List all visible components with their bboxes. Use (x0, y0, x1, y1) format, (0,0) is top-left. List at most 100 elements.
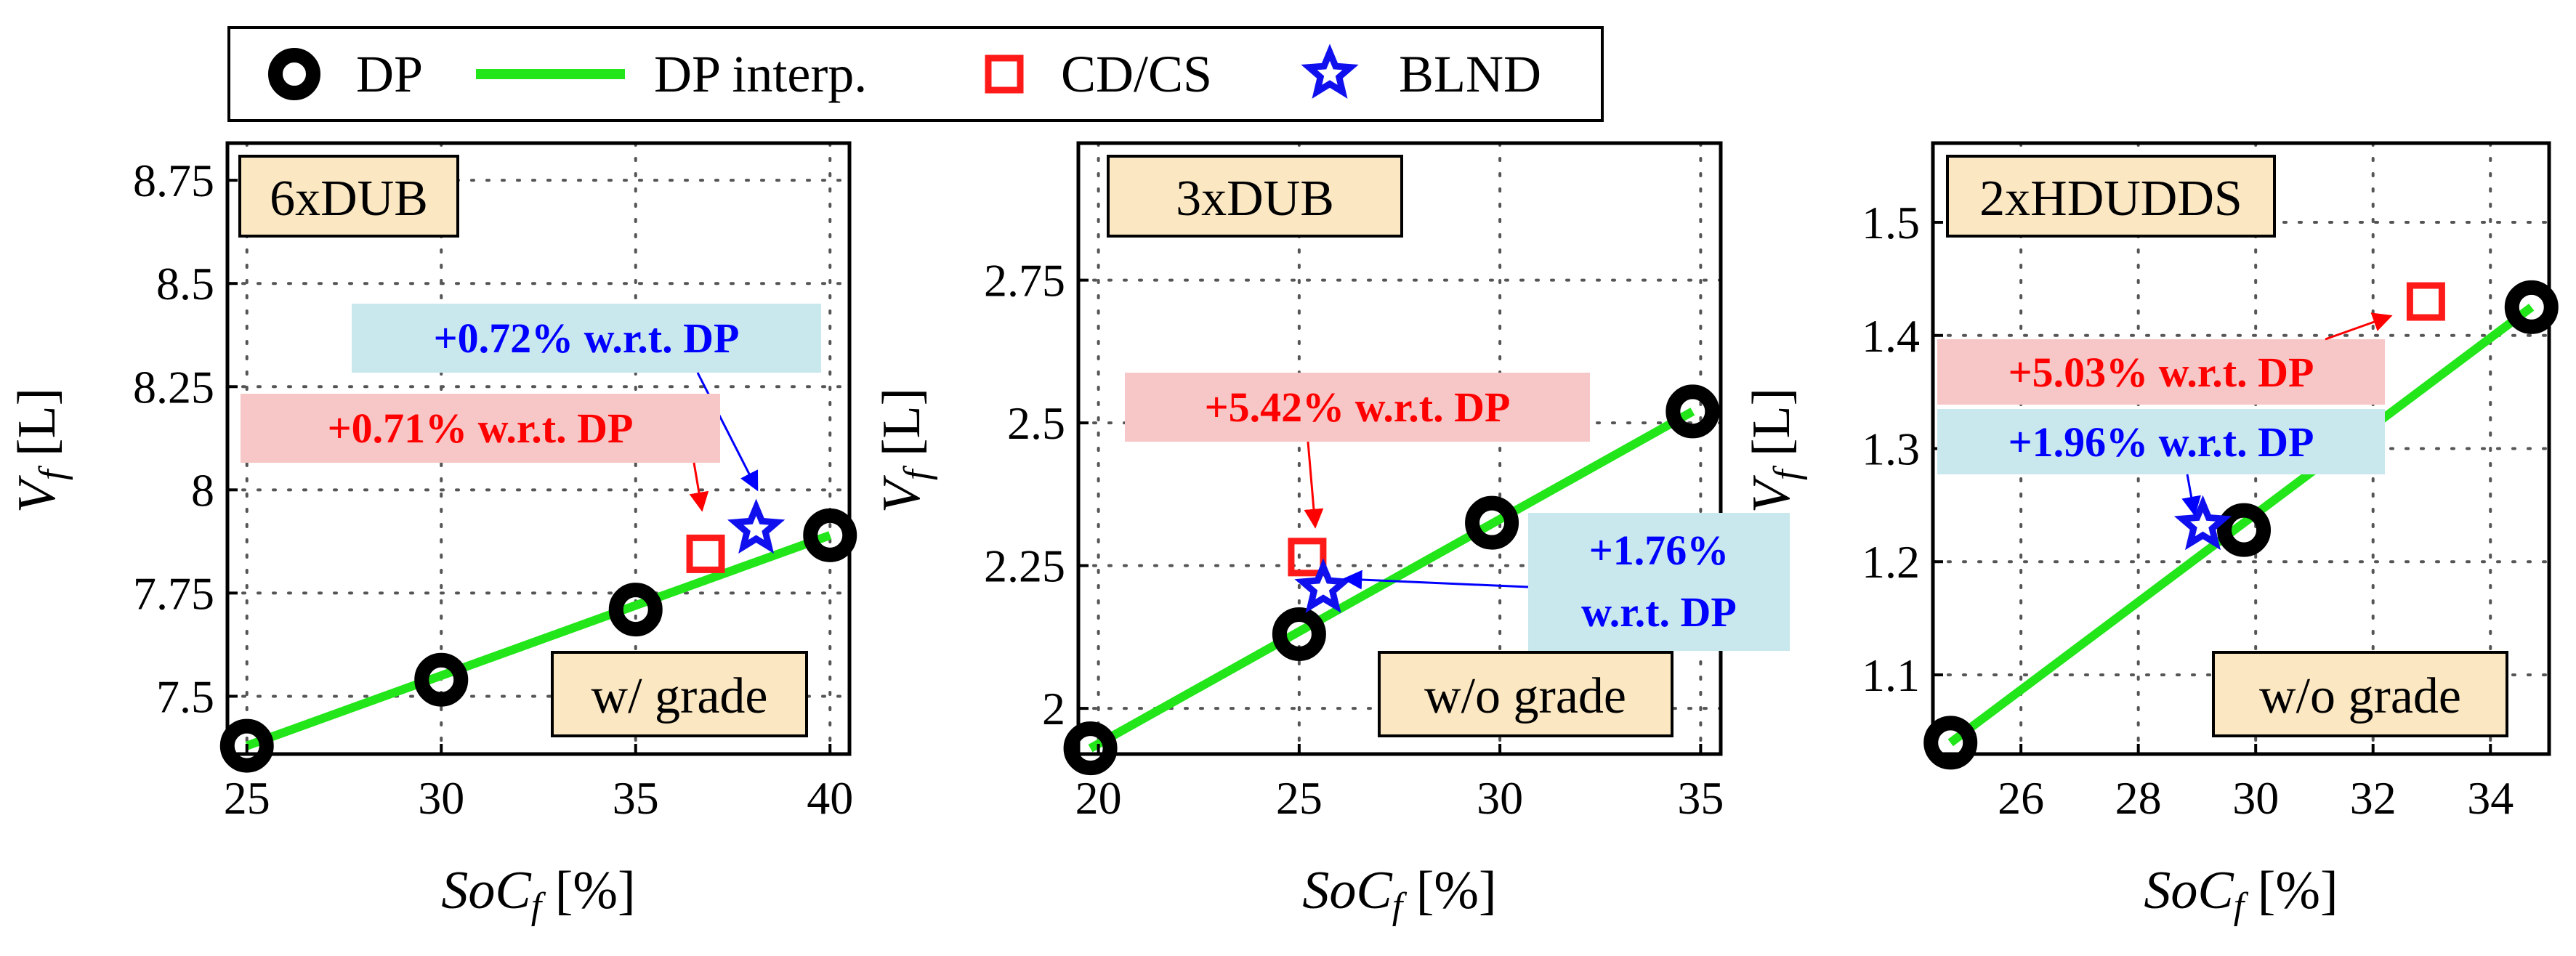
condition-tag-box (551, 651, 808, 737)
x-tick-label: 28 (2115, 772, 2162, 824)
cdcs-annotation: +0.71% w.r.t. DP (328, 405, 634, 452)
cdcs-marker (686, 534, 725, 573)
panel-title: 3xDUB (1176, 171, 1334, 227)
y-axis-label: Vf [L] (1742, 388, 1808, 514)
legend-cdcs-label: CD/CS (1061, 45, 1212, 103)
x-tick-label: 25 (224, 772, 270, 824)
x-tick-label: 35 (613, 772, 659, 824)
x-tick-label: 30 (1477, 772, 1523, 824)
axes-frame (225, 141, 852, 756)
cdcs-annotation-box (1937, 339, 2385, 405)
x-tick-label: 25 (1276, 772, 1323, 824)
blnd-marker (1294, 558, 1352, 613)
dp-point (1063, 721, 1118, 776)
blnd-arrow (696, 372, 759, 492)
dp-point (608, 583, 663, 637)
blnd-annotation-box (352, 304, 821, 373)
legend: DP DP interp. CD/CS BLND (227, 26, 1604, 122)
cdcs-annotation: +5.42% w.r.t. DP (1205, 384, 1511, 431)
y-tick-label: 2.25 (984, 540, 1065, 592)
cdcs-annotation-box (1125, 373, 1590, 442)
blnd-annotation-line2: w.r.t. DP (1581, 588, 1737, 636)
y-tick-label: 2 (1042, 683, 1065, 734)
y-axis-label: Vf [L] (872, 388, 938, 514)
blnd-annotation-box (1937, 409, 2385, 474)
legend-dp-marker (268, 48, 320, 100)
cdcs-marker (1288, 538, 1327, 577)
x-tick-label: 30 (2232, 772, 2279, 824)
title-tag-box (238, 155, 459, 238)
dp-point (1272, 607, 1326, 661)
y-tick-label: 8.75 (133, 155, 214, 206)
cdcs-annotation-box (241, 394, 720, 463)
x-tick-label: 35 (1677, 772, 1724, 824)
legend-blnd-label: BLND (1399, 45, 1541, 103)
dp-markers (1923, 280, 2559, 770)
condition-label: w/ grade (591, 668, 768, 724)
panel-title: 6xDUB (270, 171, 428, 227)
panel-2xhdudds: 26 28 30 32 34 1.1 1.2 1.3 1.4 1.5 2xHDUDDS w/o g… (1742, 141, 2559, 927)
cdcs-arrow (689, 462, 709, 512)
y-tick-label: 1.1 (1862, 649, 1920, 701)
panel-3xdub: 20 25 30 35 2 2.25 2.5 2.75 3xDUB w/o grade +5.… (872, 141, 1790, 927)
blnd-marker (727, 498, 786, 554)
title-tag-box (1946, 155, 2276, 238)
y-tick-label: 8.5 (156, 258, 214, 309)
y-tick-label: 7.75 (133, 567, 214, 619)
blnd-arrow (1342, 570, 1529, 590)
y-tick-label: 2.5 (1007, 397, 1065, 449)
legend-cdcs-marker (985, 54, 1024, 94)
dp-point (1665, 384, 1720, 439)
condition-label: w/o grade (2259, 668, 2461, 724)
x-axis-label: SoCf [%] (2144, 861, 2338, 927)
y-tick-label: 7.5 (156, 671, 214, 722)
condition-tag-box (1378, 651, 1673, 737)
x-tick-label: 40 (807, 772, 853, 824)
dp-interp-line (1088, 408, 1695, 753)
x-tick-label: 30 (418, 772, 464, 824)
tick-labels: 26 28 30 32 34 1.1 1.2 1.3 1.4 1.5 (1862, 197, 2514, 824)
axes-frame (1076, 141, 1723, 756)
y-tick-label: 8.25 (133, 361, 214, 413)
y-tick-label: 8 (191, 464, 214, 516)
dp-point (2504, 280, 2559, 334)
x-tick-label: 34 (2467, 772, 2514, 824)
y-tick-label: 1.5 (1862, 197, 1920, 248)
dp-point (414, 652, 469, 707)
blnd-arrow (2181, 474, 2201, 517)
panel-6xdub: 25 30 35 40 7.5 7.75 8 8.25 8.5 8.75 6xDUB w/ gra… (7, 141, 857, 927)
cdcs-annotation: +5.03% w.r.t. DP (2008, 349, 2314, 396)
cdcs-arrow (1304, 441, 1324, 529)
blnd-marker (2173, 495, 2232, 551)
legend-dp-label: DP (356, 45, 423, 103)
dp-point (1923, 716, 1978, 770)
tick-labels: 20 25 30 35 2 2.25 2.5 2.75 (984, 255, 1724, 824)
cdcs-arrow (2325, 312, 2393, 341)
x-tick-label: 26 (1998, 772, 2044, 824)
x-tick-label: 20 (1075, 772, 1122, 824)
cdcs-marker (2406, 282, 2445, 321)
y-tick-label: 1.3 (1862, 424, 1920, 475)
blnd-annotation-line1: +1.76% (1589, 527, 1729, 574)
tick-labels: 25 30 35 40 7.5 7.75 8 8.25 8.5 8.75 (133, 155, 853, 824)
y-tick-label: 2.75 (984, 255, 1065, 307)
dp-point (1465, 495, 1519, 550)
legend-interp-label: DP interp. (654, 45, 867, 103)
condition-label: w/o grade (1424, 668, 1626, 724)
dp-point (2217, 503, 2272, 557)
dp-interp-line (1947, 304, 2535, 747)
y-tick-label: 1.2 (1862, 536, 1920, 588)
y-tick-label: 1.4 (1862, 310, 1920, 362)
x-tick-label: 32 (2350, 772, 2397, 824)
blnd-annotation: +1.96% w.r.t. DP (2008, 418, 2314, 466)
y-axis-label: Vf [L] (7, 388, 73, 514)
panel-title: 2xHDUDDS (1979, 171, 2242, 227)
x-axis-label: SoCf [%] (441, 861, 635, 927)
dp-markers (1063, 384, 1720, 776)
dp-interp-line (245, 531, 832, 750)
blnd-annotation-box (1528, 513, 1790, 651)
x-axis-label: SoCf [%] (1302, 861, 1496, 927)
title-tag-box (1107, 155, 1403, 238)
